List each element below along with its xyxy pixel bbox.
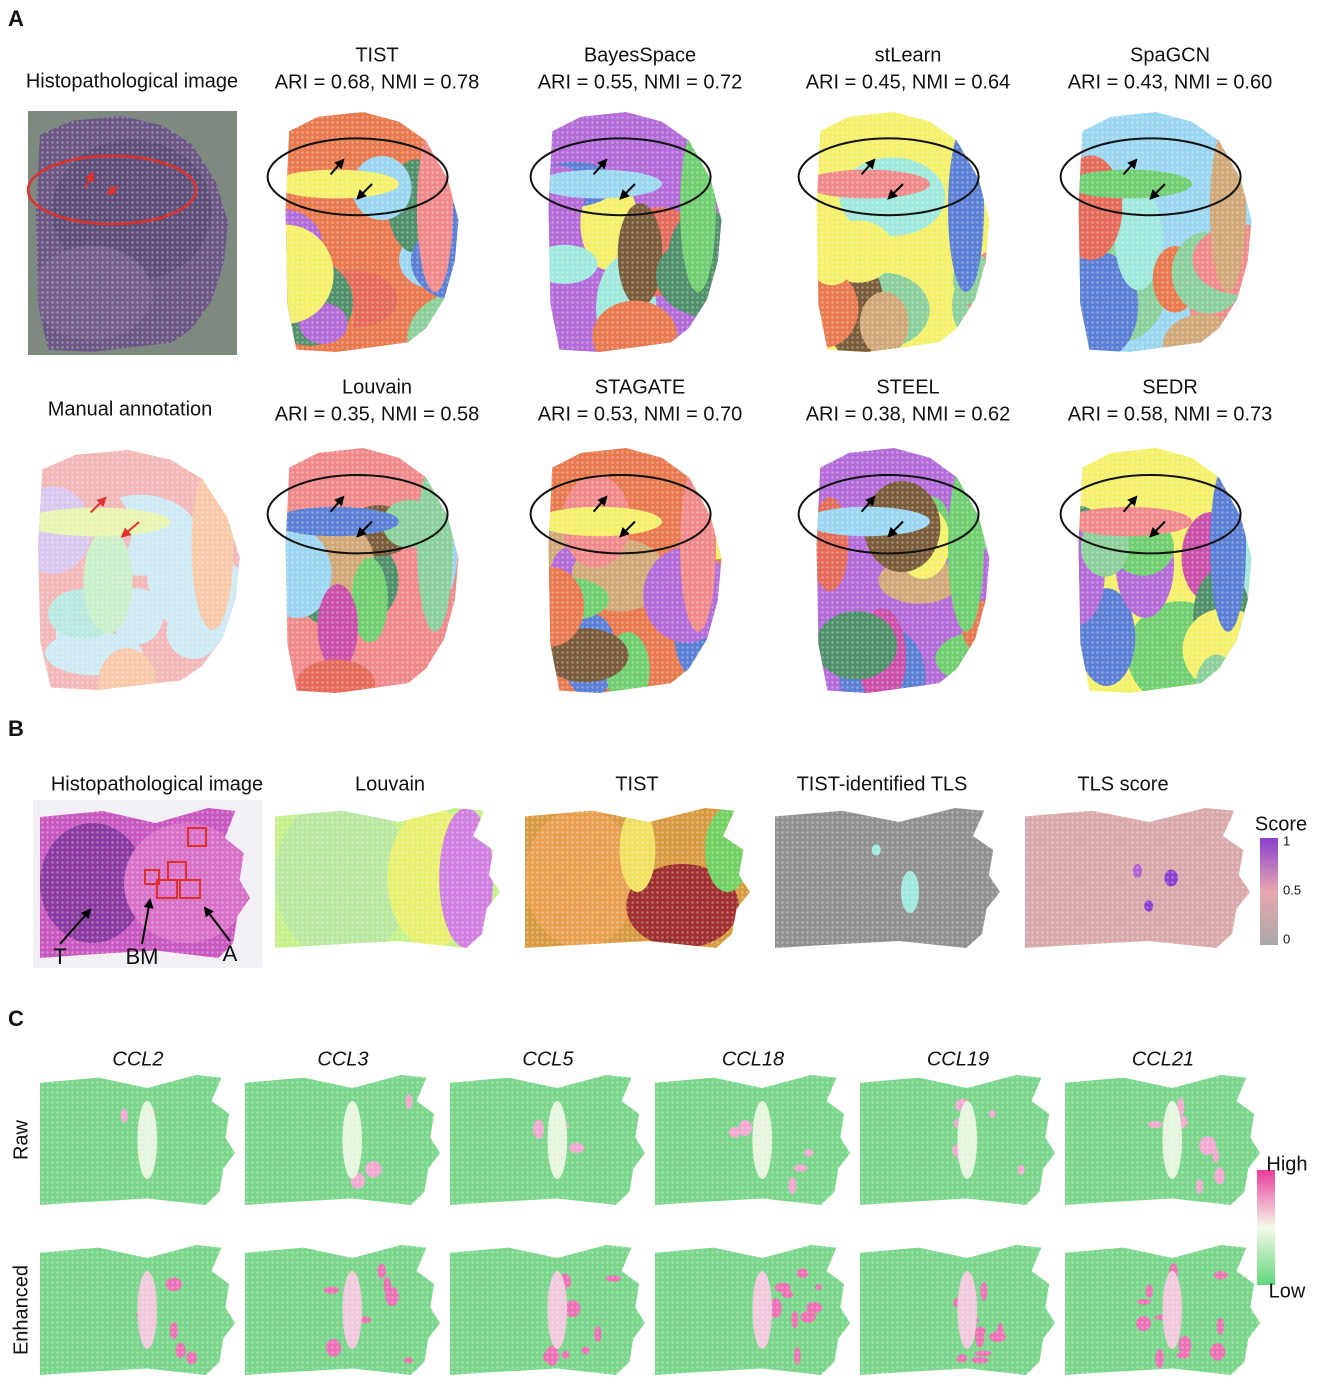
method-title: STAGATE xyxy=(595,376,685,398)
spot-texture xyxy=(545,448,725,693)
spot-texture xyxy=(775,808,1000,948)
tissue xyxy=(275,794,500,962)
tissue xyxy=(40,1245,235,1375)
tissue xyxy=(804,448,1038,728)
spot-texture xyxy=(813,112,993,352)
tissue xyxy=(1049,112,1290,377)
panel-label: C xyxy=(8,1006,24,1031)
colorbar-title: Score xyxy=(1255,813,1307,835)
colorbar-tick: 1 xyxy=(1283,833,1290,848)
spot-texture xyxy=(1075,112,1255,352)
colorbar-tick: 0.5 xyxy=(1283,882,1301,897)
tissue xyxy=(245,1245,440,1375)
method-metrics: ARI = 0.55, NMI = 0.72 xyxy=(538,71,743,93)
spot-texture xyxy=(860,1245,1055,1375)
gene-title: CCL19 xyxy=(927,1048,989,1070)
tissue xyxy=(450,1245,645,1375)
spot-texture xyxy=(450,1075,645,1205)
method-title: BayesSpace xyxy=(584,44,696,66)
method-title: Louvain xyxy=(342,376,412,398)
tissue xyxy=(11,450,251,717)
method-title: SpaGCN xyxy=(1130,44,1210,66)
method-title: stLearn xyxy=(875,44,942,66)
spot-texture xyxy=(1065,1245,1260,1375)
method-metrics: ARI = 0.68, NMI = 0.78 xyxy=(275,71,480,93)
method-title: SEDR xyxy=(1142,376,1198,398)
colorbar-label: Low xyxy=(1269,1280,1306,1302)
spot-texture xyxy=(813,448,993,693)
gene-title: CCL18 xyxy=(722,1048,784,1070)
spot-texture xyxy=(525,808,750,948)
gene-title: CCL2 xyxy=(112,1048,163,1070)
image-title: TIST-identified TLS xyxy=(797,773,968,795)
tissue xyxy=(525,808,750,948)
spot-texture xyxy=(40,1075,235,1205)
tissue xyxy=(238,112,510,386)
figure: A Histopathological image Manual annotatio… xyxy=(0,0,1318,1381)
image-title: Louvain xyxy=(355,773,425,795)
method-metrics: ARI = 0.53, NMI = 0.70 xyxy=(538,403,743,425)
row-label: Raw xyxy=(10,1119,32,1160)
colorbar xyxy=(1257,1170,1275,1285)
panel-label: A xyxy=(8,6,24,31)
tissue xyxy=(450,1075,645,1205)
spot-texture xyxy=(275,808,500,948)
tissue xyxy=(245,1075,440,1205)
region-label: T xyxy=(53,944,66,969)
gene-title: CCL5 xyxy=(522,1048,574,1070)
spot-texture xyxy=(245,1075,440,1205)
tissue xyxy=(516,448,745,708)
gene-title: CCL21 xyxy=(1132,1048,1194,1070)
spot-texture xyxy=(1025,808,1250,948)
method-metrics: ARI = 0.43, NMI = 0.60 xyxy=(1068,71,1273,93)
tissue xyxy=(1065,1075,1260,1205)
spot-texture xyxy=(282,448,462,693)
spot-texture xyxy=(245,1245,440,1375)
region-label: BM xyxy=(126,944,159,969)
spot-texture xyxy=(34,450,244,690)
panel-label: B xyxy=(8,716,24,741)
image-title: TLS score xyxy=(1077,773,1168,795)
region-label: A xyxy=(223,941,238,966)
tissue xyxy=(1025,808,1250,948)
tissue xyxy=(655,1075,850,1205)
method-metrics: ARI = 0.35, NMI = 0.58 xyxy=(275,403,480,425)
image-title: Manual annotation xyxy=(48,398,213,420)
tissue xyxy=(655,1245,850,1375)
spot-texture xyxy=(655,1075,850,1205)
method-metrics: ARI = 0.58, NMI = 0.73 xyxy=(1068,403,1273,425)
tissue xyxy=(40,1075,235,1205)
gene-title: CCL3 xyxy=(317,1048,368,1070)
tissue xyxy=(532,112,764,372)
method-title: STEEL xyxy=(876,376,939,398)
tissue xyxy=(860,1075,1055,1205)
spot-texture xyxy=(1075,448,1255,693)
colorbar xyxy=(1260,838,1278,945)
tissue xyxy=(264,448,473,709)
colorbar-label: High xyxy=(1266,1153,1307,1175)
tissue xyxy=(789,112,1014,360)
colorbar-tick: 0 xyxy=(1283,931,1290,946)
tissue xyxy=(860,1245,1055,1375)
tissue xyxy=(775,808,1000,948)
spot-texture xyxy=(860,1075,1055,1205)
image-title: TIST xyxy=(615,773,658,795)
method-metrics: ARI = 0.45, NMI = 0.64 xyxy=(806,71,1011,93)
tissue xyxy=(1065,1245,1260,1375)
spot-texture xyxy=(655,1245,850,1375)
image-title: Histopathological image xyxy=(26,70,238,92)
method-title: TIST xyxy=(355,44,398,66)
spot-texture xyxy=(545,112,725,352)
tissue xyxy=(1046,448,1296,728)
spot-texture xyxy=(40,1245,235,1375)
image-title: Histopathological image xyxy=(51,773,263,795)
row-label: Enhanced xyxy=(10,1265,32,1355)
spot-texture xyxy=(1065,1075,1260,1205)
spot-texture xyxy=(282,112,462,352)
spot-texture xyxy=(450,1245,645,1375)
method-metrics: ARI = 0.38, NMI = 0.62 xyxy=(806,403,1011,425)
